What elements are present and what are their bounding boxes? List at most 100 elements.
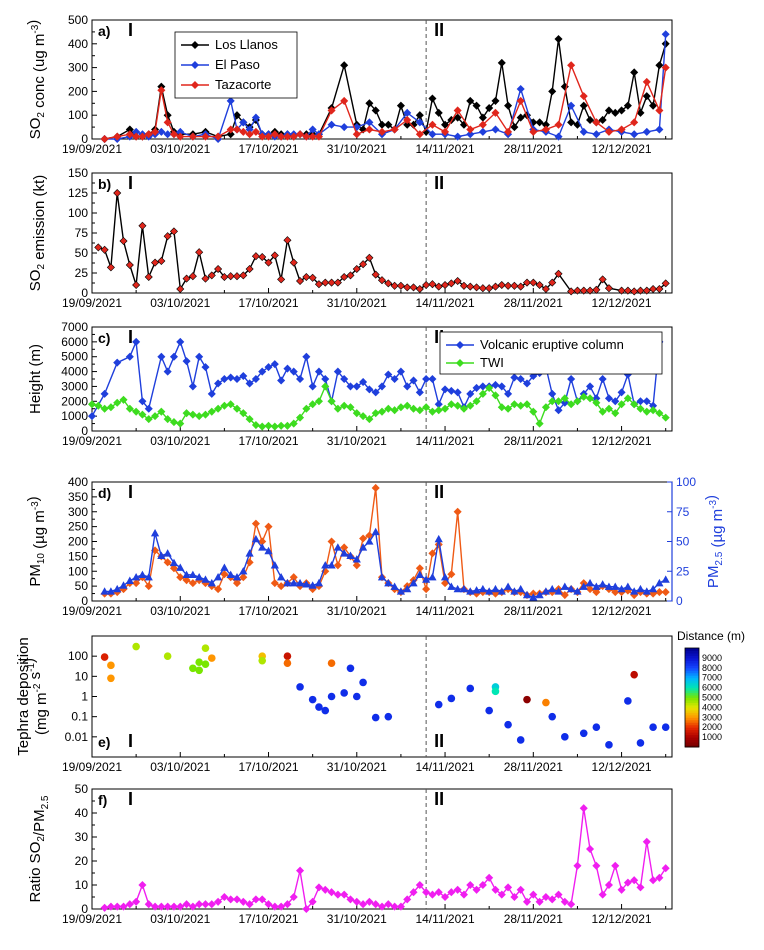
data-point: [214, 132, 223, 141]
data-point: [239, 897, 248, 906]
data-point: [604, 404, 613, 413]
data-point: [453, 885, 462, 894]
data-point: [340, 272, 349, 282]
data-point: [586, 286, 595, 295]
legend-label: El Paso: [215, 57, 260, 72]
legend-marker: [455, 358, 465, 368]
data-point: [176, 132, 185, 141]
data-point: [396, 281, 405, 290]
data-point: [283, 578, 292, 587]
data-point: [352, 555, 361, 563]
x-tick-label: 12/12/2021: [592, 760, 652, 774]
data-point: [157, 551, 166, 559]
y-tick-label: 10: [75, 669, 89, 683]
y-tick-label: 250: [68, 520, 88, 534]
panel-b: 19/09/2021 03/10/2021 17/10/2021 31/10/2021…: [27, 166, 673, 310]
colorbar-segment: [685, 714, 699, 718]
data-point: [289, 892, 298, 902]
y-tick-label: 3000: [61, 379, 88, 393]
y-tick-label: 0: [81, 902, 88, 916]
label-part: 10: [36, 553, 47, 565]
data-point: [396, 587, 406, 595]
data-point: [377, 572, 387, 581]
label-part: Tephra deposition: [15, 637, 32, 755]
data-point: [510, 373, 519, 382]
data-point: [151, 902, 160, 911]
data-point: [188, 272, 197, 281]
data-point: [497, 382, 506, 391]
data-point: [220, 563, 229, 571]
data-point: [516, 736, 525, 744]
data-point: [554, 269, 563, 278]
data-point: [119, 902, 128, 911]
data-point: [251, 534, 261, 543]
y-tick-label: 2000: [61, 394, 88, 408]
data-point: [251, 374, 260, 384]
data-point: [459, 890, 468, 899]
data-point: [113, 902, 122, 911]
panel-label: a): [98, 23, 110, 39]
data-point: [176, 337, 185, 346]
label-part: -3: [30, 24, 41, 33]
data-point: [132, 897, 141, 906]
data-point: [251, 127, 260, 136]
series-d-0: [100, 483, 670, 600]
data-point: [302, 352, 311, 361]
colorbar-frame: [684, 647, 700, 748]
data-point: [296, 374, 305, 384]
data-point: [415, 118, 424, 127]
data-point: [277, 421, 286, 430]
colorbar-segment: [685, 692, 699, 696]
data-point: [176, 419, 185, 428]
data-point: [592, 398, 601, 407]
data-point: [649, 876, 658, 885]
data-point: [125, 576, 134, 584]
data-point: [573, 286, 582, 295]
x-tick-label: 31/10/2021: [327, 142, 387, 156]
label-part: SO: [27, 270, 44, 292]
x-tick-label: 03/10/2021: [150, 912, 210, 926]
colorbar-segment: [685, 727, 699, 731]
label-part: (µg m: [709, 509, 726, 552]
data-point: [428, 374, 437, 384]
data-point: [201, 274, 210, 283]
data-point: [327, 120, 336, 129]
plot-frame: [91, 635, 673, 758]
data-point: [384, 900, 393, 909]
series-twi: [87, 382, 670, 431]
data-point: [466, 389, 475, 398]
x-tick-label: 31/10/2021: [327, 912, 387, 926]
data-point: [510, 281, 519, 290]
data-point: [384, 279, 393, 288]
colorbar-segment: [685, 709, 699, 713]
data-point: [504, 404, 513, 413]
data-point: [516, 401, 525, 410]
data-point: [270, 561, 279, 569]
data-point: [302, 580, 311, 588]
data-point: [277, 572, 286, 581]
data-point: [132, 407, 141, 416]
colorbar-segment: [685, 672, 699, 676]
data-point: [648, 584, 658, 593]
data-point: [352, 692, 361, 701]
y-tick-label: 1: [81, 690, 88, 704]
data-point: [598, 890, 607, 899]
data-point: [472, 586, 481, 594]
data-point: [371, 713, 380, 722]
data-point: [554, 587, 563, 595]
data-point: [636, 883, 645, 892]
data-point: [169, 902, 178, 911]
data-point: [352, 382, 361, 391]
data-point: [516, 96, 525, 105]
data-point: [522, 897, 532, 906]
colorbar-tick-label: 4000: [702, 702, 722, 712]
data-point: [516, 282, 525, 291]
x-tick-label: 17/10/2021: [238, 760, 298, 774]
data-point: [453, 401, 462, 410]
data-point: [359, 534, 368, 543]
data-point: [535, 118, 544, 127]
data-point: [459, 584, 469, 593]
data-point: [642, 587, 651, 595]
legend-label: Los Llanos: [215, 37, 278, 52]
colorbar-segment: [685, 737, 699, 741]
